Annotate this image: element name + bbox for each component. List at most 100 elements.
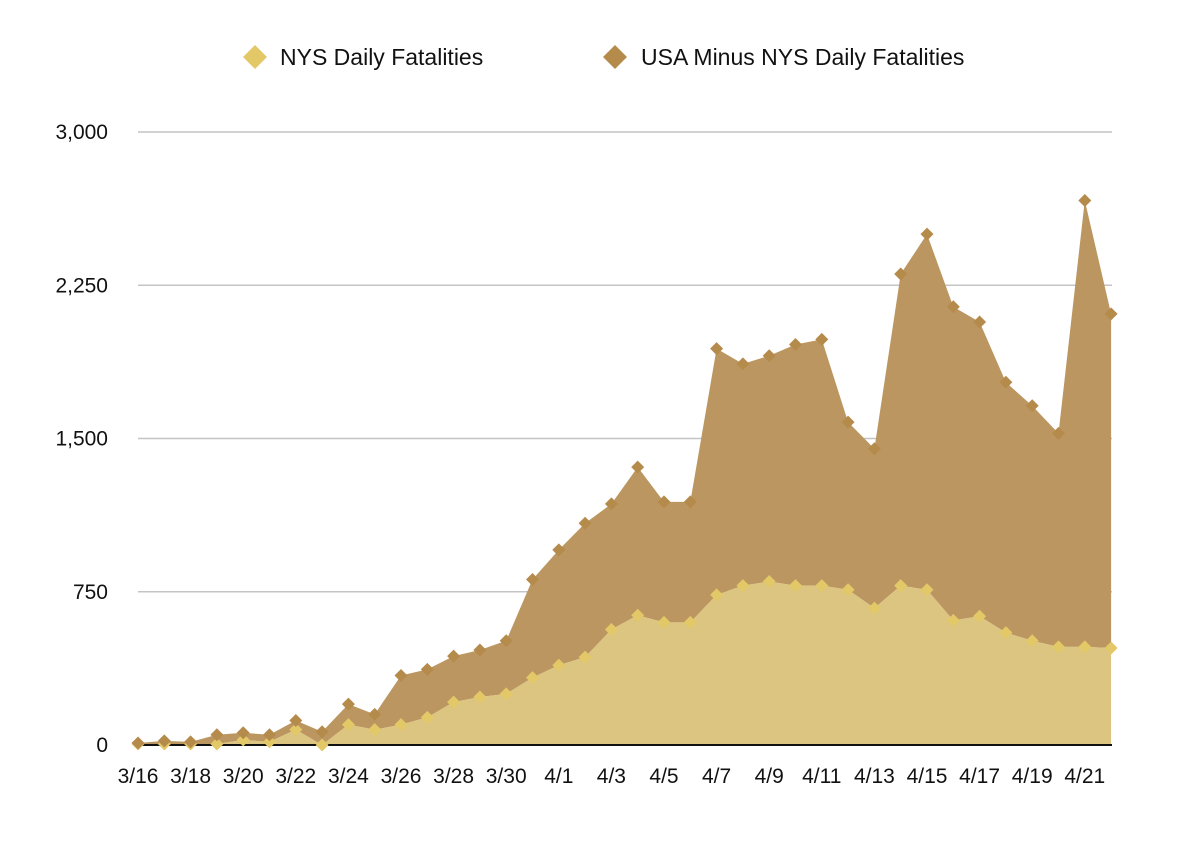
marker-usa-minus-nys bbox=[315, 725, 329, 739]
x-tick-label: 4/1 bbox=[544, 765, 573, 788]
marker-nys bbox=[473, 690, 487, 704]
marker-usa-minus-nys bbox=[368, 707, 382, 721]
marker-usa-minus-nys bbox=[578, 516, 592, 530]
marker-usa-minus-nys bbox=[157, 734, 171, 748]
marker-nys bbox=[973, 609, 987, 623]
x-tick-label: 4/5 bbox=[649, 765, 678, 788]
marker-usa-minus-nys bbox=[920, 227, 934, 241]
marker-usa-minus-nys bbox=[683, 495, 697, 509]
marker-usa-minus-nys bbox=[263, 728, 276, 742]
series-areas bbox=[138, 200, 1112, 745]
x-tick-label: 4/17 bbox=[959, 765, 1000, 788]
x-tick-label: 4/11 bbox=[802, 765, 841, 788]
marker-usa-minus-nys bbox=[289, 713, 303, 727]
marker-usa-minus-nys bbox=[815, 332, 829, 346]
legend-marker-usa-minus-nys-icon bbox=[603, 45, 627, 69]
marker-nys bbox=[631, 608, 645, 622]
marker-usa-minus-nys bbox=[1078, 193, 1092, 207]
marker-usa-minus-nys bbox=[789, 338, 802, 352]
marker-usa-minus-nys bbox=[131, 736, 145, 750]
marker-usa-minus-nys bbox=[394, 669, 408, 683]
x-tick-label: 4/3 bbox=[597, 765, 626, 788]
x-tick-label: 3/24 bbox=[328, 765, 369, 788]
marker-nys bbox=[999, 626, 1013, 640]
y-axis-tick-labels: 0 750 1,500 2,250 3,000 bbox=[55, 121, 108, 757]
marker-nys bbox=[394, 718, 408, 732]
marker-usa-minus-nys bbox=[420, 662, 434, 676]
legend: NYS Daily Fatalities USA Minus NYS Daily… bbox=[243, 44, 964, 70]
marker-nys bbox=[1104, 641, 1118, 655]
marker-nys bbox=[894, 579, 908, 593]
y-tick-label: 1,500 bbox=[55, 428, 108, 451]
marker-usa-minus-nys bbox=[657, 495, 671, 509]
x-tick-label: 3/26 bbox=[381, 765, 422, 788]
x-tick-label: 3/18 bbox=[170, 765, 211, 788]
marker-nys bbox=[368, 723, 382, 737]
marker-usa-minus-nys bbox=[1104, 307, 1118, 321]
marker-nys bbox=[604, 623, 618, 637]
marker-nys bbox=[1052, 640, 1065, 654]
x-tick-label: 3/22 bbox=[275, 765, 316, 788]
legend-item-usa-minus-nys: USA Minus NYS Daily Fatalities bbox=[603, 44, 964, 70]
marker-nys bbox=[736, 579, 750, 593]
marker-usa-minus-nys bbox=[552, 543, 566, 557]
marker-usa-minus-nys bbox=[184, 735, 198, 749]
marker-nys bbox=[789, 579, 802, 593]
marker-usa-minus-nys bbox=[604, 497, 618, 511]
marker-nys bbox=[683, 615, 697, 629]
y-tick-label: 3,000 bbox=[55, 121, 108, 144]
marker-nys bbox=[815, 579, 829, 593]
x-tick-label: 3/16 bbox=[118, 765, 159, 788]
marker-nys bbox=[657, 615, 671, 629]
marker-usa-minus-nys bbox=[736, 357, 750, 371]
marker-usa-minus-nys bbox=[894, 267, 908, 281]
marker-usa-minus-nys bbox=[973, 315, 987, 329]
legend-label-usa-minus-nys: USA Minus NYS Daily Fatalities bbox=[641, 44, 964, 70]
y-tick-label: 2,250 bbox=[55, 274, 108, 297]
marker-usa-minus-nys bbox=[499, 634, 513, 648]
marker-usa-minus-nys bbox=[867, 442, 881, 456]
series-markers bbox=[131, 193, 1118, 752]
marker-nys bbox=[341, 718, 355, 732]
marker-nys bbox=[447, 695, 461, 709]
marker-nys bbox=[263, 735, 276, 749]
marker-nys bbox=[289, 723, 303, 737]
x-tick-label: 4/7 bbox=[702, 765, 731, 788]
marker-nys bbox=[920, 583, 934, 597]
y-tick-label: 0 bbox=[96, 734, 108, 757]
area-nys bbox=[138, 581, 1112, 745]
x-tick-label: 4/9 bbox=[755, 765, 784, 788]
marker-usa-minus-nys bbox=[999, 375, 1013, 389]
marker-usa-minus-nys bbox=[526, 572, 539, 586]
legend-label-nys: NYS Daily Fatalities bbox=[280, 44, 483, 70]
x-tick-label: 4/19 bbox=[1012, 765, 1053, 788]
marker-nys bbox=[1025, 634, 1039, 648]
marker-usa-minus-nys bbox=[447, 649, 461, 663]
x-tick-label: 4/15 bbox=[907, 765, 948, 788]
marker-usa-minus-nys bbox=[1052, 426, 1065, 440]
marker-nys bbox=[210, 737, 224, 751]
area-usa-minus-nys bbox=[138, 200, 1112, 745]
marker-usa-minus-nys bbox=[710, 342, 724, 356]
legend-item-nys: NYS Daily Fatalities bbox=[243, 44, 483, 70]
marker-nys bbox=[578, 650, 592, 664]
x-tick-label: 3/20 bbox=[223, 765, 264, 788]
x-tick-label: 4/21 bbox=[1064, 765, 1105, 788]
marker-nys bbox=[236, 733, 250, 747]
marker-usa-minus-nys bbox=[762, 349, 776, 363]
marker-nys bbox=[552, 658, 566, 672]
marker-nys bbox=[1078, 640, 1092, 654]
marker-nys bbox=[420, 710, 434, 724]
marker-nys bbox=[946, 613, 960, 627]
marker-nys bbox=[762, 575, 776, 589]
legend-marker-nys-icon bbox=[243, 45, 267, 69]
marker-nys bbox=[841, 583, 855, 597]
marker-usa-minus-nys bbox=[1025, 399, 1039, 413]
marker-nys bbox=[526, 671, 539, 685]
marker-usa-minus-nys bbox=[631, 460, 645, 474]
x-axis-tick-labels: 3/16 3/18 3/20 3/22 3/24 3/26 3/28 3/30 4/1 4/3 4/… bbox=[118, 765, 1106, 788]
y-tick-label: 750 bbox=[73, 581, 108, 604]
marker-usa-minus-nys bbox=[236, 726, 250, 740]
x-tick-label: 4/13 bbox=[854, 765, 895, 788]
